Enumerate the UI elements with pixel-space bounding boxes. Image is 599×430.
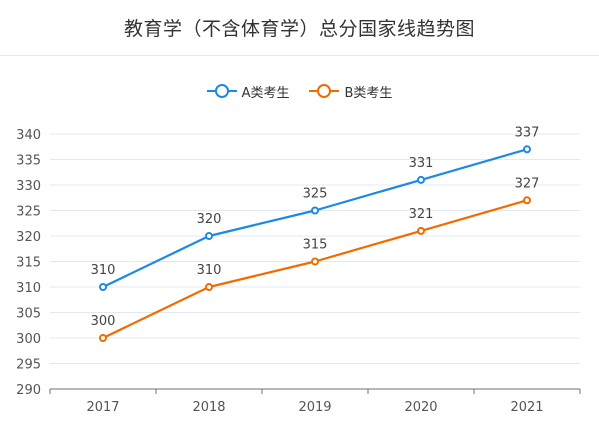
data-label: 320 [197,212,222,227]
data-label: 300 [91,314,116,329]
data-point [205,232,213,240]
y-tick-label: 330 [16,179,41,194]
y-tick-label: 320 [16,230,41,245]
legend-marker-a [206,84,237,98]
y-tick-label: 325 [16,205,41,220]
data-point [523,196,531,205]
legend-item-a[interactable]: A类考生 [206,82,290,101]
x-tick-label: 2019 [298,400,331,415]
data-label: 337 [515,125,540,140]
legend: A类考生 B类考生 [0,80,599,102]
data-point [417,226,425,235]
legend-label-a: A类考生 [241,85,290,101]
data-point [99,283,107,291]
chart-title: 教育学（不含体育学）总分国家线趋势图 [123,18,475,40]
y-tick-label: 305 [16,307,41,322]
data-point [523,145,531,154]
data-label: 321 [409,207,434,222]
series-line-b [102,199,528,339]
y-tick-label: 295 [16,358,41,373]
data-point [311,257,319,266]
data-label: 325 [303,187,328,202]
data-label: 310 [91,263,116,278]
data-label: 331 [409,156,434,171]
data-point [417,175,425,184]
legend-item-b[interactable]: B类考生 [309,82,392,101]
legend-marker-b [309,84,340,98]
x-tick-label: 2021 [510,400,543,415]
y-tick-label: 310 [16,281,41,296]
x-tick-label: 2018 [192,400,225,415]
y-tick-label: 290 [16,383,41,398]
x-tick-label: 2020 [404,400,437,415]
data-point [311,206,319,215]
data-label: 315 [303,238,328,253]
y-tick-label: 335 [16,154,41,169]
legend-label-b: B类考生 [344,85,393,101]
data-label: 327 [515,176,540,191]
x-tick-label: 2017 [86,400,119,415]
y-tick-label: 340 [16,128,41,143]
y-tick-label: 315 [16,256,41,271]
y-tick-label: 300 [16,332,41,347]
data-point [99,334,107,342]
data-point [205,283,213,291]
title-bar: 教育学（不含体育学）总分国家线趋势图 [0,0,599,56]
data-label: 310 [197,263,222,278]
